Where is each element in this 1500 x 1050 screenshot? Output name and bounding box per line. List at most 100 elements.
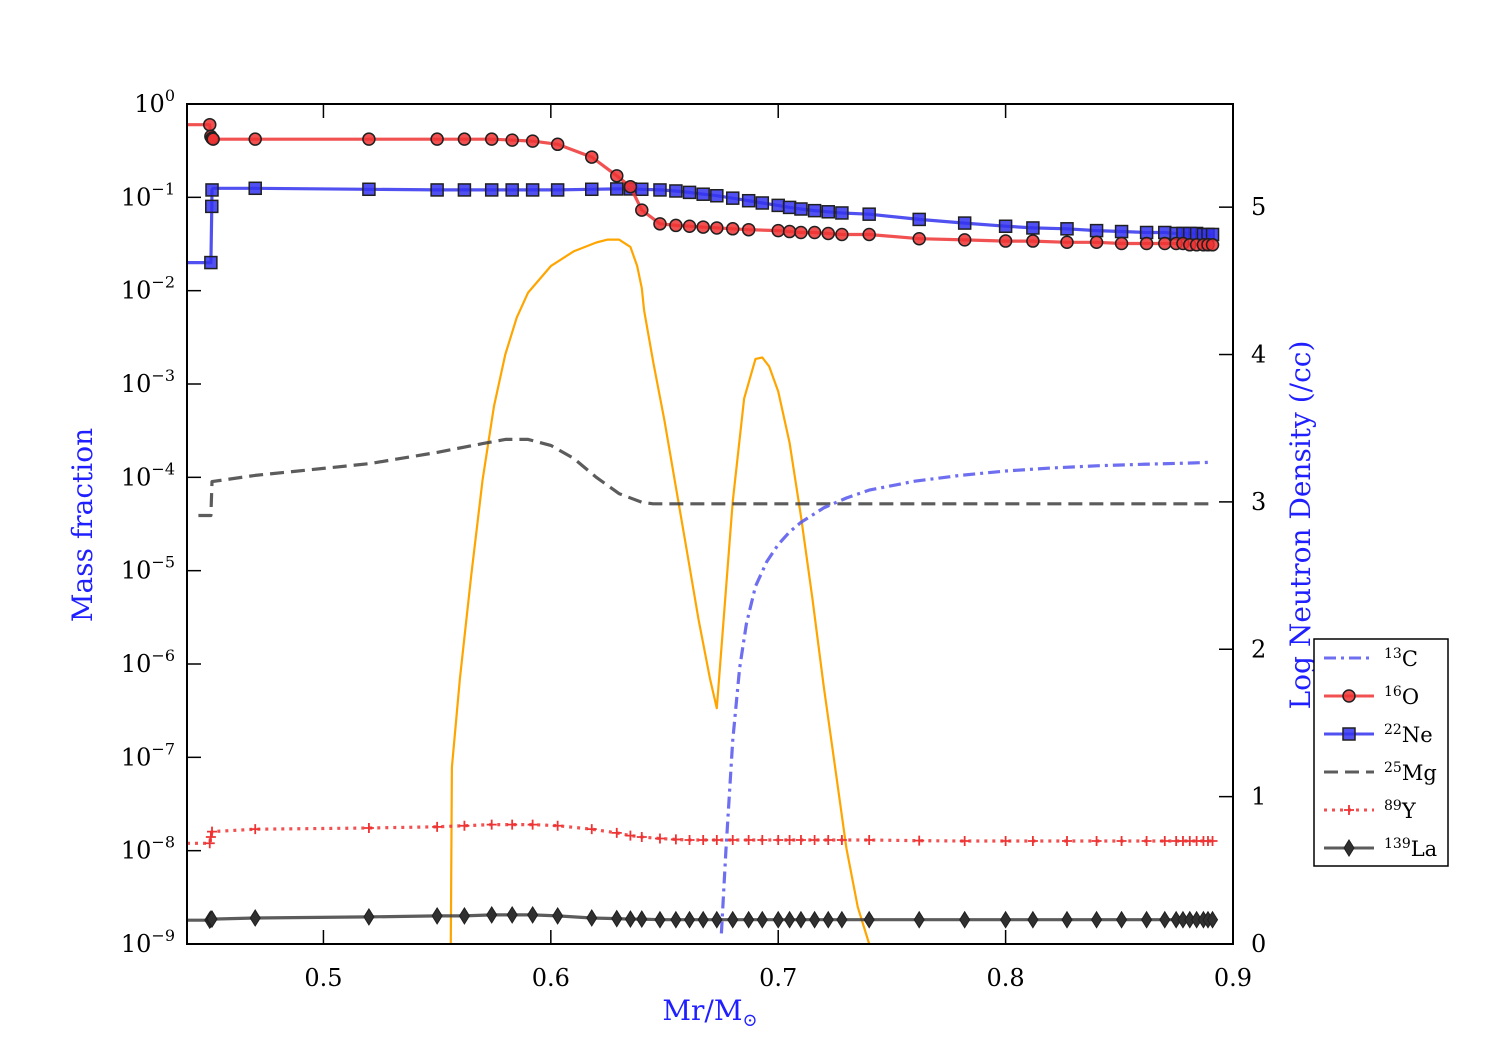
data-point-16o <box>998 234 1013 248</box>
data-point-89y <box>552 820 563 831</box>
data-point-16o <box>505 133 519 147</box>
data-point-89y <box>670 834 681 845</box>
data-point-22ne <box>862 207 876 221</box>
data-point-89y <box>684 835 695 846</box>
data-point-139la <box>697 910 709 929</box>
data-point-89y <box>727 835 738 846</box>
data-point-22ne <box>1089 223 1104 238</box>
data-point-22ne <box>653 183 667 197</box>
data-point-89y <box>823 835 834 846</box>
data-point-139la <box>506 905 518 924</box>
legend: 13C 16O 22Ne 25Mg 89Y 139La <box>1313 638 1449 867</box>
data-point-89y <box>1000 835 1011 846</box>
data-point-89y <box>864 835 875 846</box>
data-point-22ne <box>912 212 926 227</box>
y-left-tick-label: 10−5 <box>121 553 175 585</box>
series-line-13c <box>719 460 1211 934</box>
data-point-22ne <box>807 203 822 218</box>
y-left-tick-label: 10−6 <box>121 646 175 678</box>
data-point-89y <box>743 835 754 846</box>
data-point-139la <box>1061 910 1073 929</box>
data-point-16o <box>457 132 472 146</box>
data-point-22ne <box>204 255 218 270</box>
data-point-16o <box>202 117 217 132</box>
data-point-16o <box>912 231 926 246</box>
series-16o <box>187 117 1220 252</box>
plot-frame <box>186 103 1234 945</box>
series-22ne <box>187 181 1220 270</box>
data-point-139la <box>756 910 768 929</box>
data-point-22ne <box>505 183 519 197</box>
data-point-139la <box>486 905 498 924</box>
y-right-tick-label: 2 <box>1251 635 1266 663</box>
data-point-139la <box>711 910 723 929</box>
data-point-22ne <box>725 191 740 205</box>
data-point-16o <box>585 150 599 164</box>
data-point-22ne <box>1139 225 1154 240</box>
legend-label-89y: 89Y <box>1384 798 1417 823</box>
data-point-139la <box>1027 910 1039 929</box>
data-point-89y <box>250 824 261 835</box>
legend-label-22ne: 22Ne <box>1384 722 1433 747</box>
data-point-89y <box>1141 835 1152 846</box>
series-line-neutron-density <box>449 238 871 945</box>
data-point-22ne <box>1026 221 1040 235</box>
data-point-16o <box>623 179 638 194</box>
data-point-16o <box>525 134 540 148</box>
series-139la <box>187 905 1219 930</box>
data-point-139la <box>552 906 564 925</box>
legend-label-13c: 13C <box>1384 646 1418 671</box>
data-point-22ne <box>794 202 808 216</box>
legend-label-25mg: 25Mg <box>1384 760 1437 785</box>
y-left-tick-label: 10−7 <box>121 739 175 771</box>
data-point-16o <box>782 224 797 239</box>
x-tick-label: 0.6 <box>532 964 570 992</box>
data-point-139la <box>249 909 261 927</box>
data-point-89y <box>654 833 665 844</box>
data-point-16o <box>1026 234 1040 248</box>
data-point-16o <box>635 203 649 217</box>
data-point-89y <box>611 827 622 838</box>
data-point-22ne <box>550 183 565 197</box>
x-tick-label: 0.8 <box>987 964 1025 992</box>
data-point-16o <box>669 218 683 233</box>
data-point-16o <box>248 132 262 146</box>
series-line-25mg <box>198 437 1213 518</box>
data-point-89y <box>527 819 538 830</box>
y-left-tick-label: 100 <box>134 86 175 118</box>
data-point-89y <box>625 830 636 841</box>
data-point-22ne <box>835 206 849 220</box>
series-25mg <box>198 437 1213 518</box>
data-point-89y <box>914 835 925 846</box>
data-point-139la <box>458 906 471 925</box>
data-point-89y <box>459 820 470 831</box>
data-point-89y <box>205 832 216 843</box>
data-point-16o <box>1060 235 1074 250</box>
data-point-16o <box>862 227 876 242</box>
legend-label-139la: 139La <box>1384 836 1437 861</box>
data-point-16o <box>550 137 565 152</box>
data-point-89y <box>507 819 518 830</box>
data-point-139la <box>836 910 848 929</box>
data-point-22ne <box>741 193 756 208</box>
series-13c <box>719 460 1211 934</box>
data-point-22ne <box>484 183 499 197</box>
y-right-tick-label: 1 <box>1251 783 1266 811</box>
data-point-139la <box>1159 910 1171 929</box>
data-point-16o <box>725 222 740 236</box>
data-point-16o <box>430 132 444 146</box>
data-point-139la <box>1115 910 1128 929</box>
y-left-tick-label: 10−8 <box>121 833 175 865</box>
data-point-22ne <box>525 183 540 197</box>
data-point-22ne <box>585 182 599 197</box>
series-89y <box>187 819 1218 849</box>
legend-box <box>1313 638 1449 867</box>
y-right-tick-label: 5 <box>1251 193 1266 221</box>
data-point-89y <box>1091 835 1102 846</box>
data-point-89y <box>757 835 768 846</box>
data-point-139la <box>611 909 623 928</box>
x-tick-label: 0.9 <box>1214 964 1252 992</box>
data-point-22ne <box>957 216 972 230</box>
data-point-89y <box>1027 835 1038 846</box>
